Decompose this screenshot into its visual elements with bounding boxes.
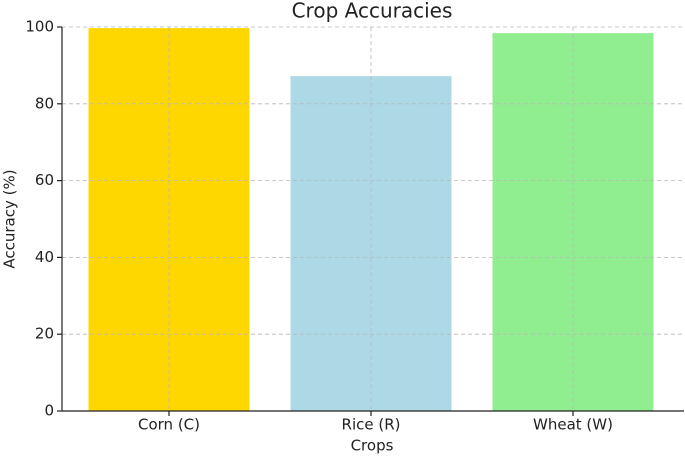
- y-tick-label: 100: [25, 18, 54, 36]
- y-tick-label: 80: [35, 94, 54, 112]
- chart-title: Crop Accuracies: [292, 0, 453, 23]
- bar: [290, 76, 452, 411]
- y-tick-label: 0: [44, 402, 54, 420]
- x-tick-label: Corn (C): [138, 416, 200, 434]
- x-tick-label: Wheat (W): [533, 416, 613, 434]
- y-tick-label: 60: [35, 171, 54, 189]
- y-tick-label: 20: [35, 325, 54, 343]
- bar: [492, 33, 654, 411]
- x-tick-label: Rice (R): [342, 416, 401, 434]
- y-tick-label: 40: [35, 248, 54, 266]
- y-axis-label: Accuracy (%): [1, 169, 19, 268]
- x-axis-label: Crops: [351, 437, 394, 455]
